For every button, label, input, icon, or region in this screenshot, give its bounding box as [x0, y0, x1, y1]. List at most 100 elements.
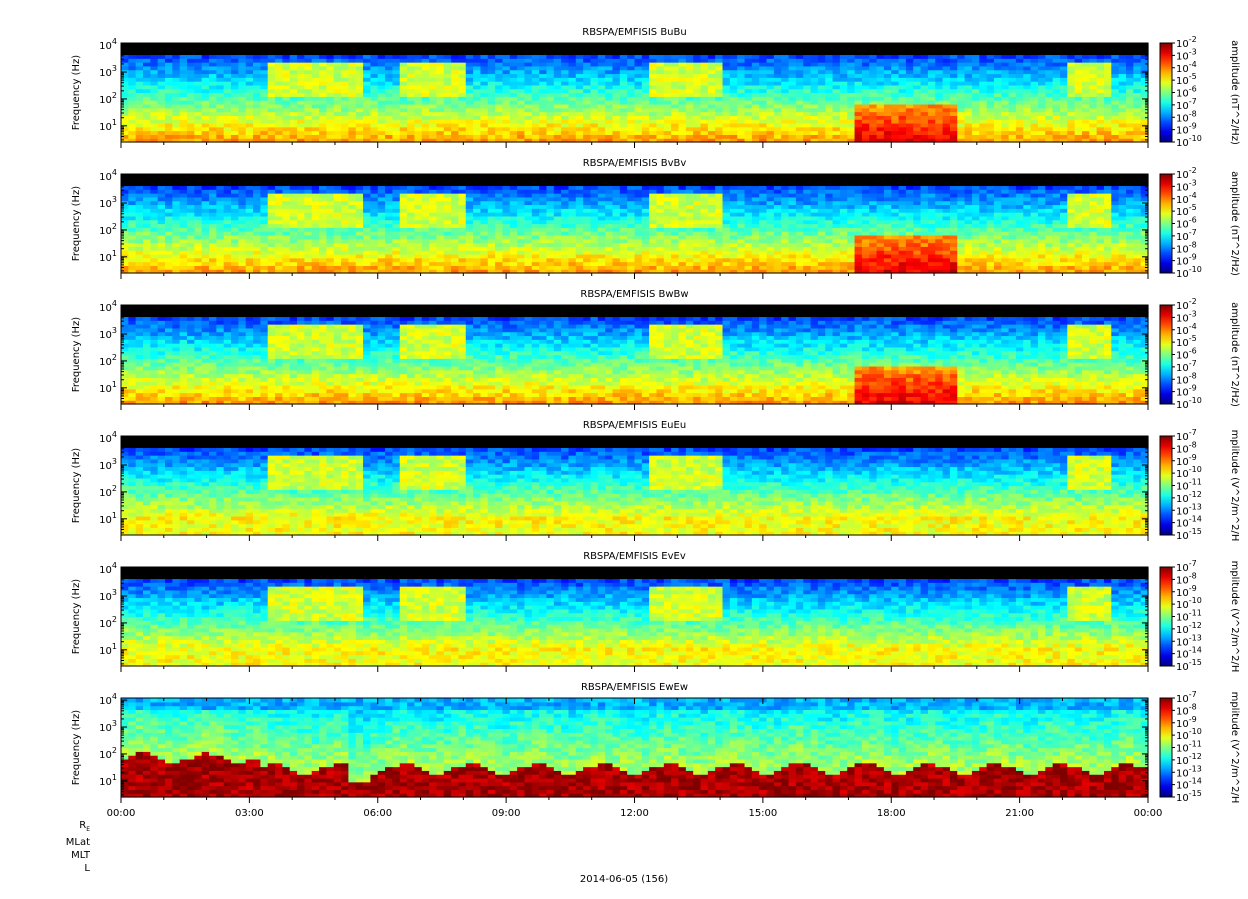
spectrogram-cell — [796, 77, 804, 81]
spectrogram-cell — [150, 231, 158, 235]
spectrogram-cell — [488, 89, 496, 93]
spectrogram-cell — [304, 227, 312, 231]
spectrogram-cell — [165, 174, 173, 178]
spectrogram-cell — [290, 66, 298, 70]
spectrogram-cell — [767, 127, 775, 131]
spectrogram-cell — [568, 51, 576, 55]
spectrogram-cell — [862, 100, 870, 104]
spectrogram-cell — [972, 58, 980, 62]
spectrogram-cell — [715, 70, 723, 74]
spectrogram-cell — [1089, 119, 1097, 123]
spectrogram-cell — [935, 62, 943, 66]
spectrogram-cell — [921, 119, 929, 123]
spectrogram-cell — [429, 193, 437, 197]
spectrogram-cell — [429, 243, 437, 247]
spectrogram-cell — [363, 239, 371, 243]
spectrogram-cell — [612, 70, 620, 74]
spectrogram-cell — [1075, 73, 1083, 77]
spectrogram-cell — [1126, 85, 1134, 89]
spectrogram-cell — [1126, 51, 1134, 55]
spectrogram-cell — [987, 93, 995, 97]
spectrogram-cell — [312, 182, 320, 186]
spectrogram-cell — [635, 123, 643, 127]
spectrogram-cell — [833, 108, 841, 112]
spectrogram-cell — [642, 104, 650, 108]
spectrogram-cell — [260, 96, 268, 100]
colorbar-tick-base: 10 — [1176, 113, 1189, 124]
spectrogram-cell — [348, 204, 356, 208]
spectrogram-cell — [568, 100, 576, 104]
spectrogram-cell — [414, 108, 422, 112]
spectrogram-cell — [1104, 134, 1112, 138]
spectrogram-cell — [334, 108, 342, 112]
spectrogram-cell — [495, 112, 503, 116]
spectrogram-cell — [282, 185, 290, 189]
spectrogram-cell — [1016, 112, 1024, 116]
spectrogram-cell — [385, 131, 393, 135]
spectrogram-cell — [224, 189, 232, 193]
spectrogram-cell — [231, 204, 239, 208]
spectrogram-cell — [319, 66, 327, 70]
spectrogram-cell — [414, 185, 422, 189]
spectrogram-cell — [422, 193, 430, 197]
spectrogram-cell — [891, 127, 899, 131]
spectrogram-cell — [649, 119, 657, 123]
spectrogram-cell — [312, 77, 320, 81]
spectrogram-cell — [1089, 62, 1097, 66]
spectrogram-cell — [877, 66, 885, 70]
spectrogram-cell — [1060, 108, 1068, 112]
spectrogram-cell — [136, 185, 144, 189]
spectrogram-cell — [297, 85, 305, 89]
spectrogram-cell — [803, 112, 811, 116]
spectrogram-cell — [209, 204, 217, 208]
spectrogram-cell — [1082, 134, 1090, 138]
spectrogram-cell — [796, 100, 804, 104]
spectrogram-cell — [767, 123, 775, 127]
spectrogram-cell — [796, 58, 804, 62]
spectrogram-cell — [187, 115, 195, 119]
spectrogram-cell — [1126, 123, 1134, 127]
spectrogram-cell — [576, 51, 584, 55]
spectrogram-cell — [679, 51, 687, 55]
spectrogram-cell — [1075, 134, 1083, 138]
spectrogram-cell — [1119, 47, 1127, 51]
spectrogram-cell — [913, 77, 921, 81]
spectrogram-cell — [1045, 89, 1053, 93]
spectrogram-cell — [444, 193, 452, 197]
spectrogram-cell — [143, 70, 151, 74]
spectrogram-cell — [202, 93, 210, 97]
spectrogram-cell — [649, 123, 657, 127]
spectrogram-cell — [363, 73, 371, 77]
spectrogram-cell — [341, 123, 349, 127]
spectrogram-cell — [209, 77, 217, 81]
spectrogram-cell — [1045, 100, 1053, 104]
spectrogram-cell — [1082, 127, 1090, 131]
spectrogram-cell — [965, 100, 973, 104]
spectrogram-cell — [429, 224, 437, 228]
spectrogram-cell — [466, 131, 474, 135]
spectrogram-cell — [906, 93, 914, 97]
spectrogram-cell — [128, 239, 136, 243]
spectrogram-cell — [400, 212, 408, 216]
spectrogram-cell — [312, 51, 320, 55]
spectrogram-cell — [679, 112, 687, 116]
spectrogram-cell — [1075, 112, 1083, 116]
spectrogram-cell — [334, 189, 342, 193]
spectrogram-cell — [994, 85, 1002, 89]
spectrogram-cell — [290, 220, 298, 224]
spectrogram-cell — [488, 119, 496, 123]
spectrogram-cell — [378, 243, 386, 247]
spectrogram-cell — [260, 66, 268, 70]
spectrogram-cell — [224, 262, 232, 266]
spectrogram-cell — [378, 77, 386, 81]
spectrogram-cell — [957, 112, 965, 116]
spectrogram-cell — [444, 96, 452, 100]
spectrogram-cell — [1060, 66, 1068, 70]
spectrogram-cell — [1126, 100, 1134, 104]
spectrogram-cell — [356, 66, 364, 70]
spectrogram-cell — [319, 100, 327, 104]
spectrogram-cell — [202, 204, 210, 208]
spectrogram-cell — [561, 93, 569, 97]
spectrogram-cell — [825, 62, 833, 66]
spectrogram-cell — [363, 235, 371, 239]
